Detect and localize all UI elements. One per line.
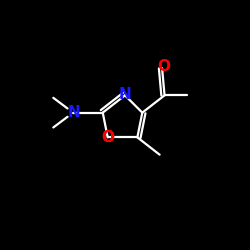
Text: N: N [119, 86, 132, 102]
Text: O: O [157, 60, 170, 74]
Text: O: O [101, 130, 114, 145]
Text: O: O [101, 130, 114, 145]
Text: N: N [68, 105, 81, 120]
